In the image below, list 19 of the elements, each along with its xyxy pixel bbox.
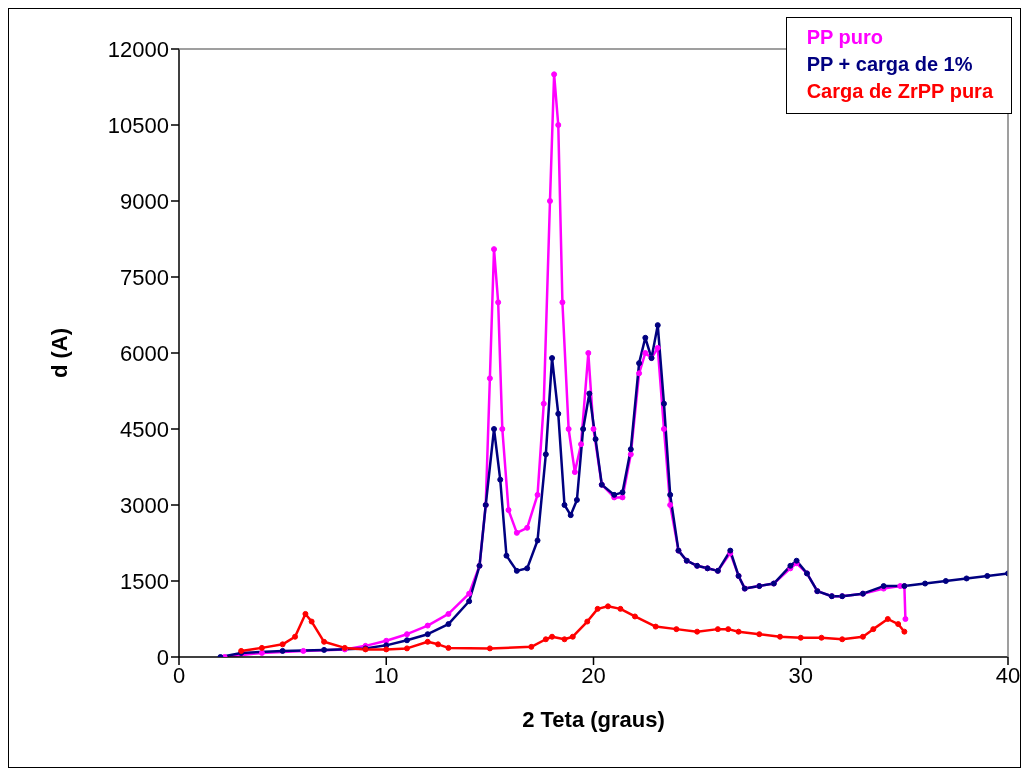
x-tick-label: 30 bbox=[788, 662, 813, 688]
y-tick-label: 0 bbox=[156, 644, 169, 670]
x-tick-label: 20 bbox=[581, 662, 606, 688]
y-tick-label: 4500 bbox=[120, 416, 169, 442]
y-tick-label: 7500 bbox=[120, 264, 169, 290]
y-axis-title: d (A) bbox=[46, 327, 72, 379]
y-tick-label: 1500 bbox=[120, 568, 169, 594]
y-tick-label: 9000 bbox=[120, 188, 169, 214]
x-tick-label: 10 bbox=[374, 662, 399, 688]
y-tick-label: 3000 bbox=[120, 492, 169, 518]
text: PP puro bbox=[806, 25, 884, 50]
x-tick-label: 0 bbox=[172, 662, 186, 688]
x-axis-title: 2 Teta (graus) bbox=[522, 707, 665, 732]
text: PP + carga de 1% bbox=[806, 52, 974, 77]
x-tick-label: 40 bbox=[995, 662, 1021, 688]
y-tick-label: 12000 bbox=[107, 36, 169, 62]
y-tick-label: 10500 bbox=[107, 112, 169, 138]
y-tick-label: 6000 bbox=[120, 340, 169, 366]
text: Carga de ZrPP pura bbox=[806, 79, 993, 104]
